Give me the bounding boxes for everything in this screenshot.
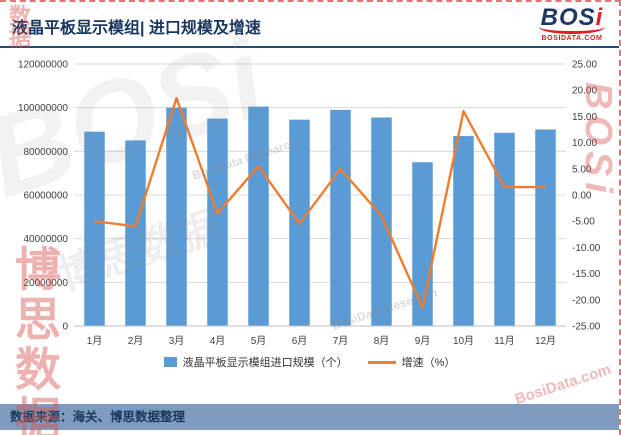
logo-swoosh-icon [539,25,605,34]
svg-text:60000000: 60000000 [23,191,68,202]
header: 液晶平板显示模组| 进口规模及增速 BOSi BOSIDATA.COM [0,2,619,48]
logo-text-main: BOS [540,4,596,31]
logo-text-accent: i [595,4,604,31]
svg-text:15.00: 15.00 [572,112,597,123]
legend-item-bars: 液晶平板显示模组进口规模（个） [163,354,348,370]
svg-text:12月: 12月 [534,335,555,347]
svg-text:0.00: 0.00 [572,191,592,202]
svg-text:-5.00: -5.00 [572,217,595,228]
svg-text:5.00: 5.00 [572,164,592,175]
svg-text:-20.00: -20.00 [572,295,601,306]
svg-text:10.00: 10.00 [572,138,597,149]
svg-text:20000000: 20000000 [23,278,68,289]
svg-text:8月: 8月 [373,335,389,347]
svg-text:6月: 6月 [291,335,307,347]
source-bar: 数据来源：海关、博思数据整理 [0,404,619,430]
svg-text:9月: 9月 [414,335,430,347]
svg-text:-25.00: -25.00 [572,322,601,333]
logo-subtext: BOSIDATA.COM [541,35,603,42]
svg-text:100000000: 100000000 [17,103,67,114]
bar-swatch-icon [163,357,177,367]
svg-text:5月: 5月 [250,335,266,347]
svg-text:3月: 3月 [168,335,184,347]
svg-text:7月: 7月 [332,335,348,347]
svg-text:120000000: 120000000 [17,60,67,71]
source-text: 数据来源：海关、博思数据整理 [10,410,186,424]
line-swatch-icon [367,360,396,364]
svg-text:11月: 11月 [494,335,514,347]
svg-text:10月: 10月 [452,335,473,347]
legend-item-line: 增速（%） [367,354,456,370]
combo-chart: 120000000 100000000 80000000 60000000 400000… [17,60,601,348]
page-title: 液晶平板显示模组| 进口规模及增速 [12,20,261,37]
svg-text:40000000: 40000000 [23,234,68,245]
svg-text:80000000: 80000000 [23,147,68,158]
svg-text:20.00: 20.00 [572,86,597,97]
svg-text:-15.00: -15.00 [572,269,601,280]
logo-text: BOSi [539,6,605,30]
svg-text:4月: 4月 [209,335,225,347]
svg-text:0: 0 [62,322,68,333]
svg-text:1月: 1月 [86,335,102,347]
legend-label-line: 增速（%） [401,357,456,369]
bosi-logo: BOSi BOSIDATA.COM [539,6,605,42]
svg-text:25.00: 25.00 [572,60,597,71]
chart-legend: 液晶平板显示模组进口规模（个） 增速（%） [0,354,619,370]
svg-text:2月: 2月 [127,335,143,347]
chart-area: 120000000 100000000 80000000 60000000 400000… [0,52,619,370]
legend-label-bars: 液晶平板显示模组进口规模（个） [182,357,348,369]
svg-text:-10.00: -10.00 [572,243,601,254]
